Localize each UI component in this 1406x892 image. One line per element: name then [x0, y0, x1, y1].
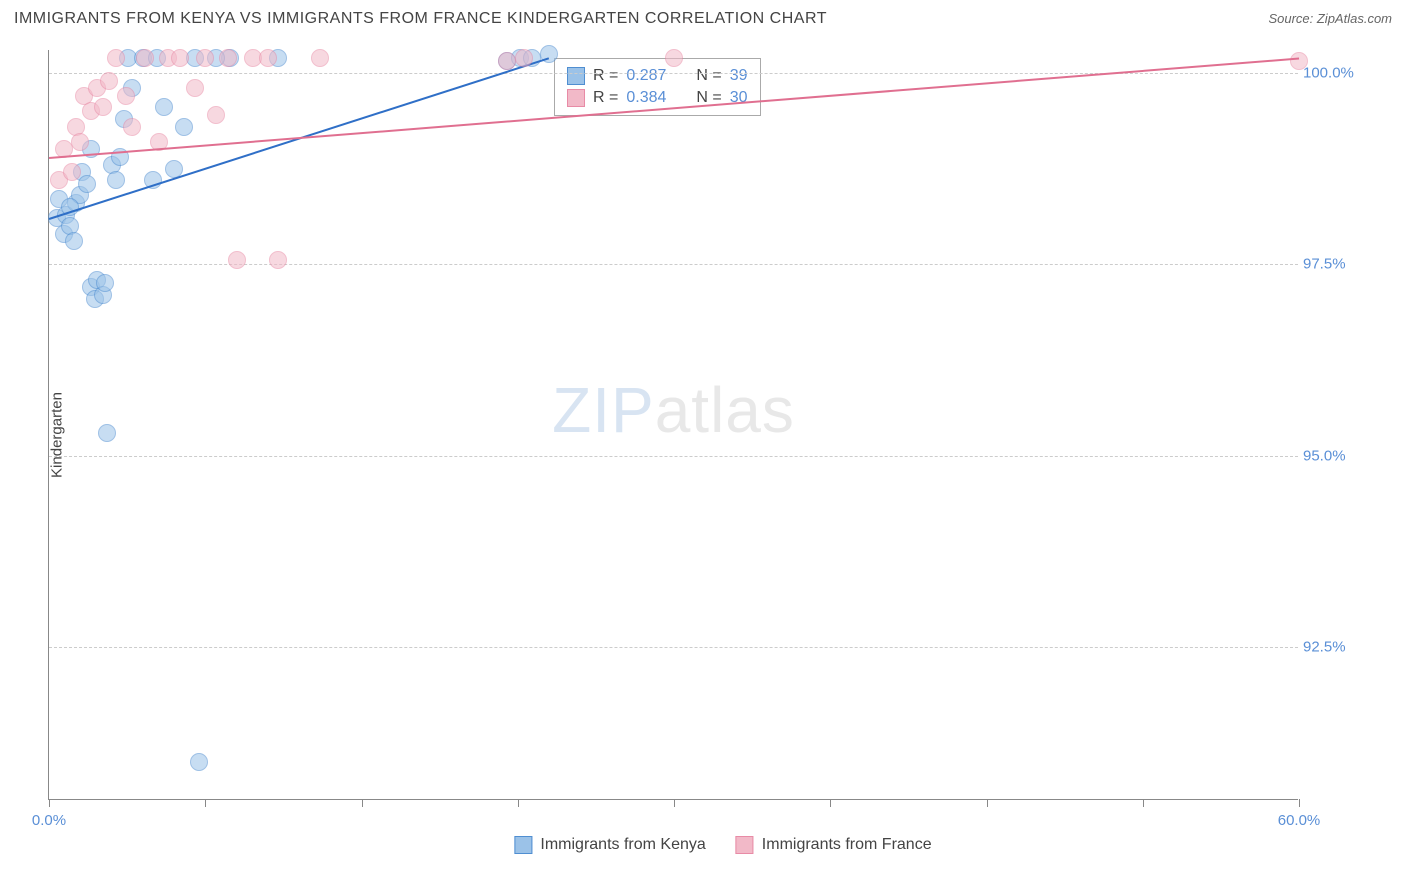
- data-point: [175, 118, 193, 136]
- data-point: [228, 251, 246, 269]
- data-point: [107, 49, 125, 67]
- legend-n-value: 39: [730, 67, 748, 85]
- data-point: [259, 49, 277, 67]
- x-tick: [830, 799, 831, 807]
- legend-r-label: R =: [593, 67, 618, 85]
- x-tick: [674, 799, 675, 807]
- data-point: [196, 49, 214, 67]
- data-point: [207, 106, 225, 124]
- legend-stat-row: R = 0.287 N = 39: [567, 65, 748, 87]
- data-point: [515, 49, 533, 67]
- plot-area: ZIPatlas R = 0.287N = 39R = 0.384N = 30 …: [48, 50, 1298, 800]
- stats-legend: R = 0.287 N = 39 R = 0.384N = 30: [554, 58, 761, 116]
- data-point: [186, 79, 204, 97]
- legend-series-label: Immigrants from France: [762, 836, 932, 854]
- y-tick-label: 97.5%: [1303, 256, 1373, 273]
- data-point: [219, 49, 237, 67]
- legend-r-label: R =: [593, 89, 618, 107]
- x-tick: [362, 799, 363, 807]
- data-point: [269, 251, 287, 269]
- legend-swatch: [567, 67, 585, 85]
- data-point: [1290, 52, 1308, 70]
- series-legend: Immigrants from Kenya Immigrants from Fra…: [514, 836, 931, 854]
- legend-series-row: Immigrants from Kenya: [514, 836, 705, 854]
- watermark-zip: ZIP: [552, 374, 655, 446]
- x-tick: [518, 799, 519, 807]
- legend-swatch: [567, 89, 585, 107]
- legend-r-value: 0.287: [626, 67, 666, 85]
- data-point: [71, 133, 89, 151]
- watermark: ZIPatlas: [552, 373, 795, 447]
- x-tick: [1143, 799, 1144, 807]
- data-point: [107, 171, 125, 189]
- chart-container: Kindergarten ZIPatlas R = 0.287N = 39R =…: [48, 50, 1398, 820]
- chart-title: IMMIGRANTS FROM KENYA VS IMMIGRANTS FROM…: [14, 10, 827, 28]
- data-point: [78, 175, 96, 193]
- data-point: [65, 232, 83, 250]
- data-point: [123, 118, 141, 136]
- x-tick-label: 0.0%: [32, 812, 66, 829]
- data-point: [96, 274, 114, 292]
- data-point: [100, 72, 118, 90]
- data-point: [190, 753, 208, 771]
- legend-n-label: N =: [696, 67, 721, 85]
- legend-r-value: 0.384: [626, 89, 666, 107]
- legend-swatch: [514, 836, 532, 854]
- legend-series-row: Immigrants from France: [736, 836, 932, 854]
- x-tick: [49, 799, 50, 807]
- legend-swatch: [736, 836, 754, 854]
- data-point: [311, 49, 329, 67]
- grid-line: [49, 456, 1298, 457]
- y-tick-label: 100.0%: [1303, 64, 1373, 81]
- data-point: [171, 49, 189, 67]
- data-point: [94, 98, 112, 116]
- data-point: [98, 424, 116, 442]
- data-point: [117, 87, 135, 105]
- data-point: [63, 163, 81, 181]
- data-point: [498, 52, 516, 70]
- y-tick-label: 92.5%: [1303, 638, 1373, 655]
- legend-series-label: Immigrants from Kenya: [540, 836, 705, 854]
- x-tick: [1299, 799, 1300, 807]
- data-point: [155, 98, 173, 116]
- data-point: [136, 49, 154, 67]
- y-tick-label: 95.0%: [1303, 447, 1373, 464]
- x-tick-label: 60.0%: [1278, 812, 1321, 829]
- source-attribution: Source: ZipAtlas.com: [1268, 11, 1392, 26]
- x-tick: [987, 799, 988, 807]
- x-tick: [205, 799, 206, 807]
- grid-line: [49, 647, 1298, 648]
- data-point: [665, 49, 683, 67]
- watermark-atlas: atlas: [655, 374, 795, 446]
- legend-stat-row: R = 0.384N = 30: [567, 87, 748, 109]
